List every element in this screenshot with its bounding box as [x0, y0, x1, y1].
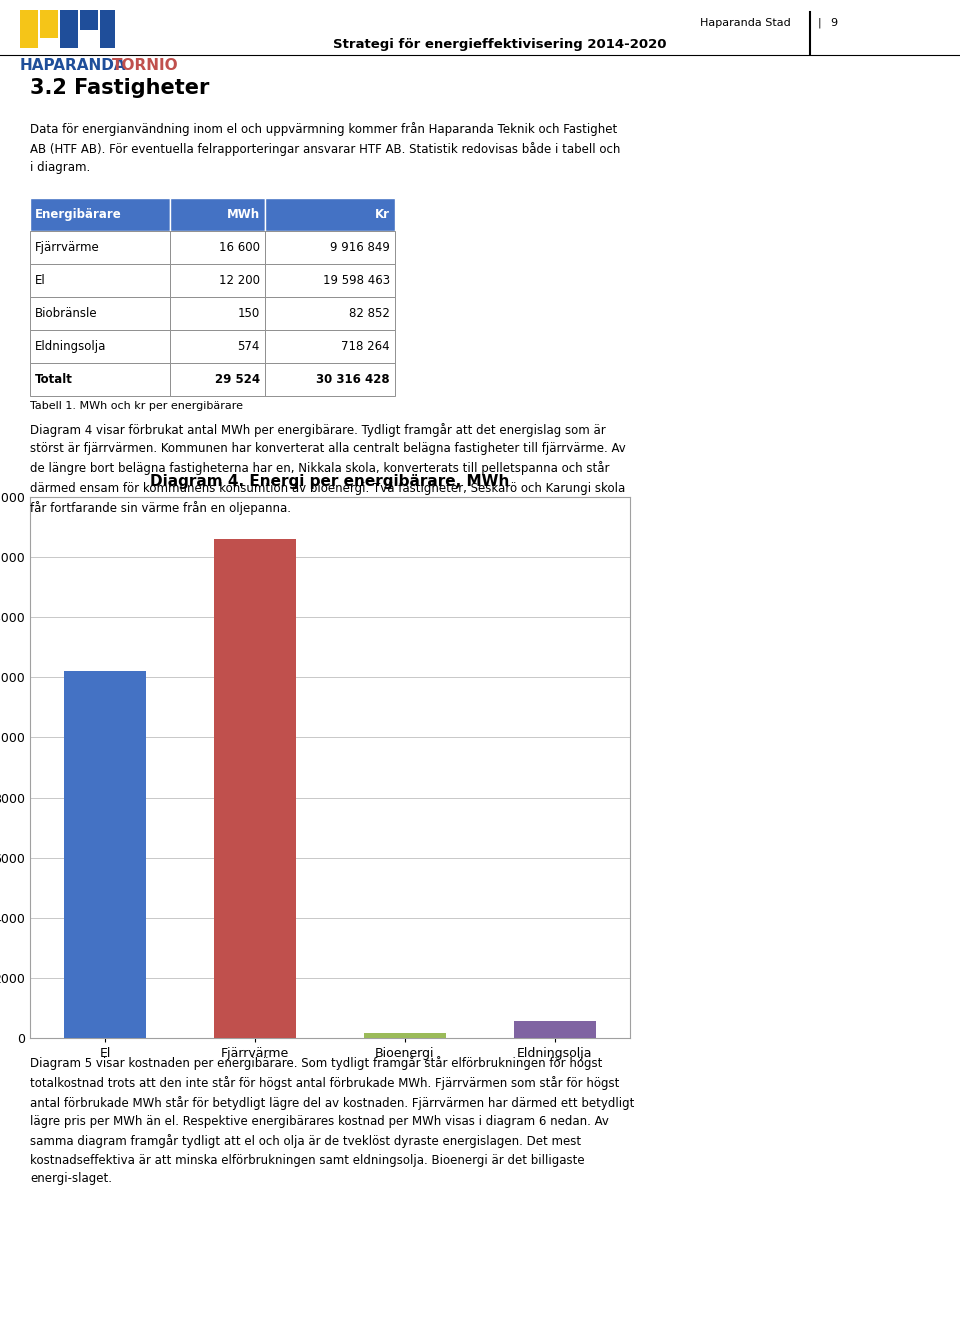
Text: Haparanda Stad: Haparanda Stad: [700, 19, 791, 28]
Text: Diagram 5 visar kostnaden per energibärare. Som tydligt framgår står elförbrukni: Diagram 5 visar kostnaden per energibära…: [30, 1056, 635, 1185]
Text: 718 264: 718 264: [342, 340, 390, 353]
Text: Tabell 1. MWh och kr per energibärare: Tabell 1. MWh och kr per energibärare: [30, 401, 243, 411]
Text: Energibärare: Energibärare: [35, 208, 122, 222]
Text: Diagram 4 visar förbrukat antal MWh per energibärare. Tydligt framgår att det en: Diagram 4 visar förbrukat antal MWh per …: [30, 423, 626, 515]
Bar: [63, 671, 146, 1038]
Text: Eldningsolja: Eldningsolja: [35, 340, 107, 353]
Text: MWh: MWh: [227, 208, 260, 222]
Text: 29 524: 29 524: [215, 373, 260, 386]
Text: 3.2 Fastigheter: 3.2 Fastigheter: [30, 78, 209, 98]
Title: Diagram 4. Energi per energibärare, MWh: Diagram 4. Energi per energibärare, MWh: [151, 474, 510, 488]
Text: 30 316 428: 30 316 428: [317, 373, 390, 386]
Text: 19 598 463: 19 598 463: [323, 273, 390, 287]
Text: Strategi för energieffektivisering 2014-2020: Strategi för energieffektivisering 2014-…: [333, 38, 667, 50]
Text: 12 200: 12 200: [219, 273, 260, 287]
Text: Kr: Kr: [375, 208, 390, 222]
Text: Biobränsle: Biobränsle: [35, 307, 98, 320]
Text: 82 852: 82 852: [349, 307, 390, 320]
Text: 150: 150: [238, 307, 260, 320]
Text: 9: 9: [830, 19, 837, 28]
Text: Fjärrvärme: Fjärrvärme: [35, 242, 100, 253]
Text: |: |: [818, 19, 822, 28]
Text: 9 916 849: 9 916 849: [330, 242, 390, 253]
Bar: [514, 1020, 596, 1038]
Text: Totalt: Totalt: [35, 373, 73, 386]
Text: 574: 574: [238, 340, 260, 353]
Bar: [214, 539, 297, 1038]
Text: El: El: [35, 273, 46, 287]
Text: 16 600: 16 600: [219, 242, 260, 253]
Text: Data för energianvändning inom el och uppvärmning kommer från Haparanda Teknik o: Data för energianvändning inom el och up…: [30, 122, 620, 174]
Bar: [364, 1034, 446, 1038]
Text: TORNIO: TORNIO: [112, 58, 179, 73]
Text: HAPARANDA: HAPARANDA: [20, 58, 127, 73]
